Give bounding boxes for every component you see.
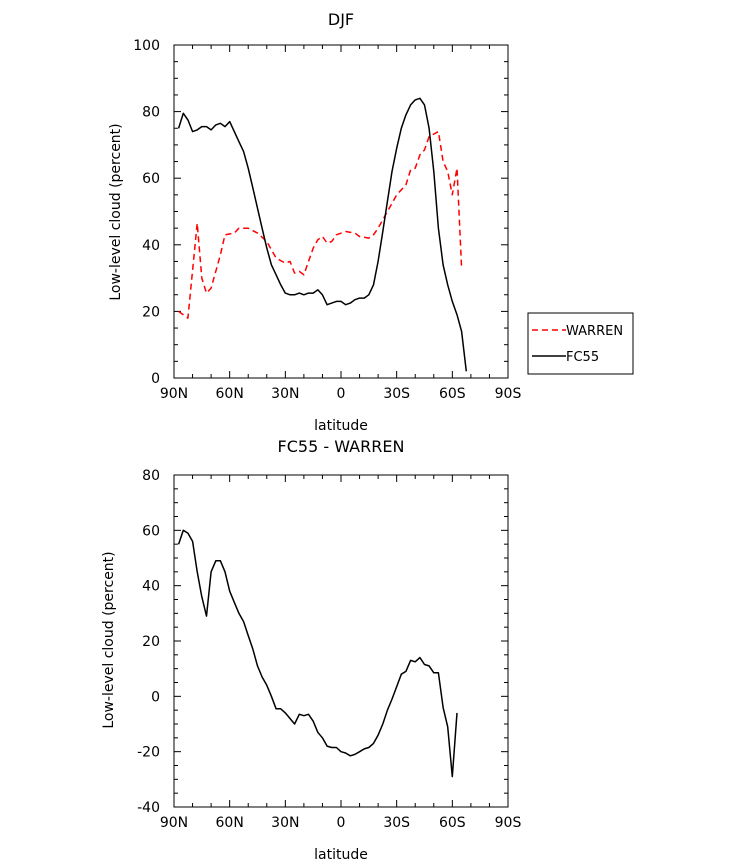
x-tick-label: 0 <box>337 386 346 402</box>
y-tick-label: 60 <box>142 523 160 539</box>
y-tick-label: 60 <box>142 171 160 187</box>
legend-box <box>527 312 634 375</box>
y-tick-label: 0 <box>151 371 160 387</box>
panel-difference: FC55 - WARREN latitude Low-level cloud (… <box>101 437 521 863</box>
y-axis-label: Low-level cloud (percent) <box>108 123 124 300</box>
chart-title: DJF <box>328 10 354 29</box>
x-tick-label: 90N <box>160 815 188 831</box>
chart-title: FC55 - WARREN <box>278 437 405 456</box>
y-tick-label: 0 <box>151 689 160 705</box>
x-tick-label: 60S <box>439 815 466 831</box>
series-line-fc55 <box>177 97 468 372</box>
x-tick-label: 30S <box>383 386 410 402</box>
x-tick-label: 0 <box>337 815 346 831</box>
y-tick-label: 80 <box>142 468 160 484</box>
x-tick-label: 60N <box>216 386 244 402</box>
x-tick-label: 30N <box>271 815 299 831</box>
x-tick-label: 30S <box>383 815 410 831</box>
x-axis-label: latitude <box>314 847 368 863</box>
y-tick-label: 100 <box>133 38 160 54</box>
panel-djf: DJF latitude Low-level cloud (percent) 9… <box>108 10 521 434</box>
x-axis-label: latitude <box>314 418 368 434</box>
y-tick-label: 40 <box>142 238 160 254</box>
y-tick-label: -40 <box>137 800 160 816</box>
y-tick-label: 40 <box>142 579 160 595</box>
y-tick-label: 20 <box>142 304 160 320</box>
y-axis-label: Low-level cloud (percent) <box>101 551 117 728</box>
x-tick-label: 30N <box>271 386 299 402</box>
legend: WARREN FC55 <box>527 312 634 375</box>
y-tick-label: 20 <box>142 634 160 650</box>
x-tick-label: 90S <box>495 386 522 402</box>
legend-label-fc55: FC55 <box>566 350 599 365</box>
y-tick-label: 80 <box>142 105 160 121</box>
x-tick-label: 90S <box>495 815 522 831</box>
y-tick-label: -20 <box>137 745 160 761</box>
x-tick-label: 60N <box>216 815 244 831</box>
series-line-warren <box>178 130 463 319</box>
series-line-series-0 <box>177 529 458 778</box>
x-tick-label: 60S <box>439 386 466 402</box>
x-tick-label: 90N <box>160 386 188 402</box>
legend-label-warren: WARREN <box>566 324 623 339</box>
